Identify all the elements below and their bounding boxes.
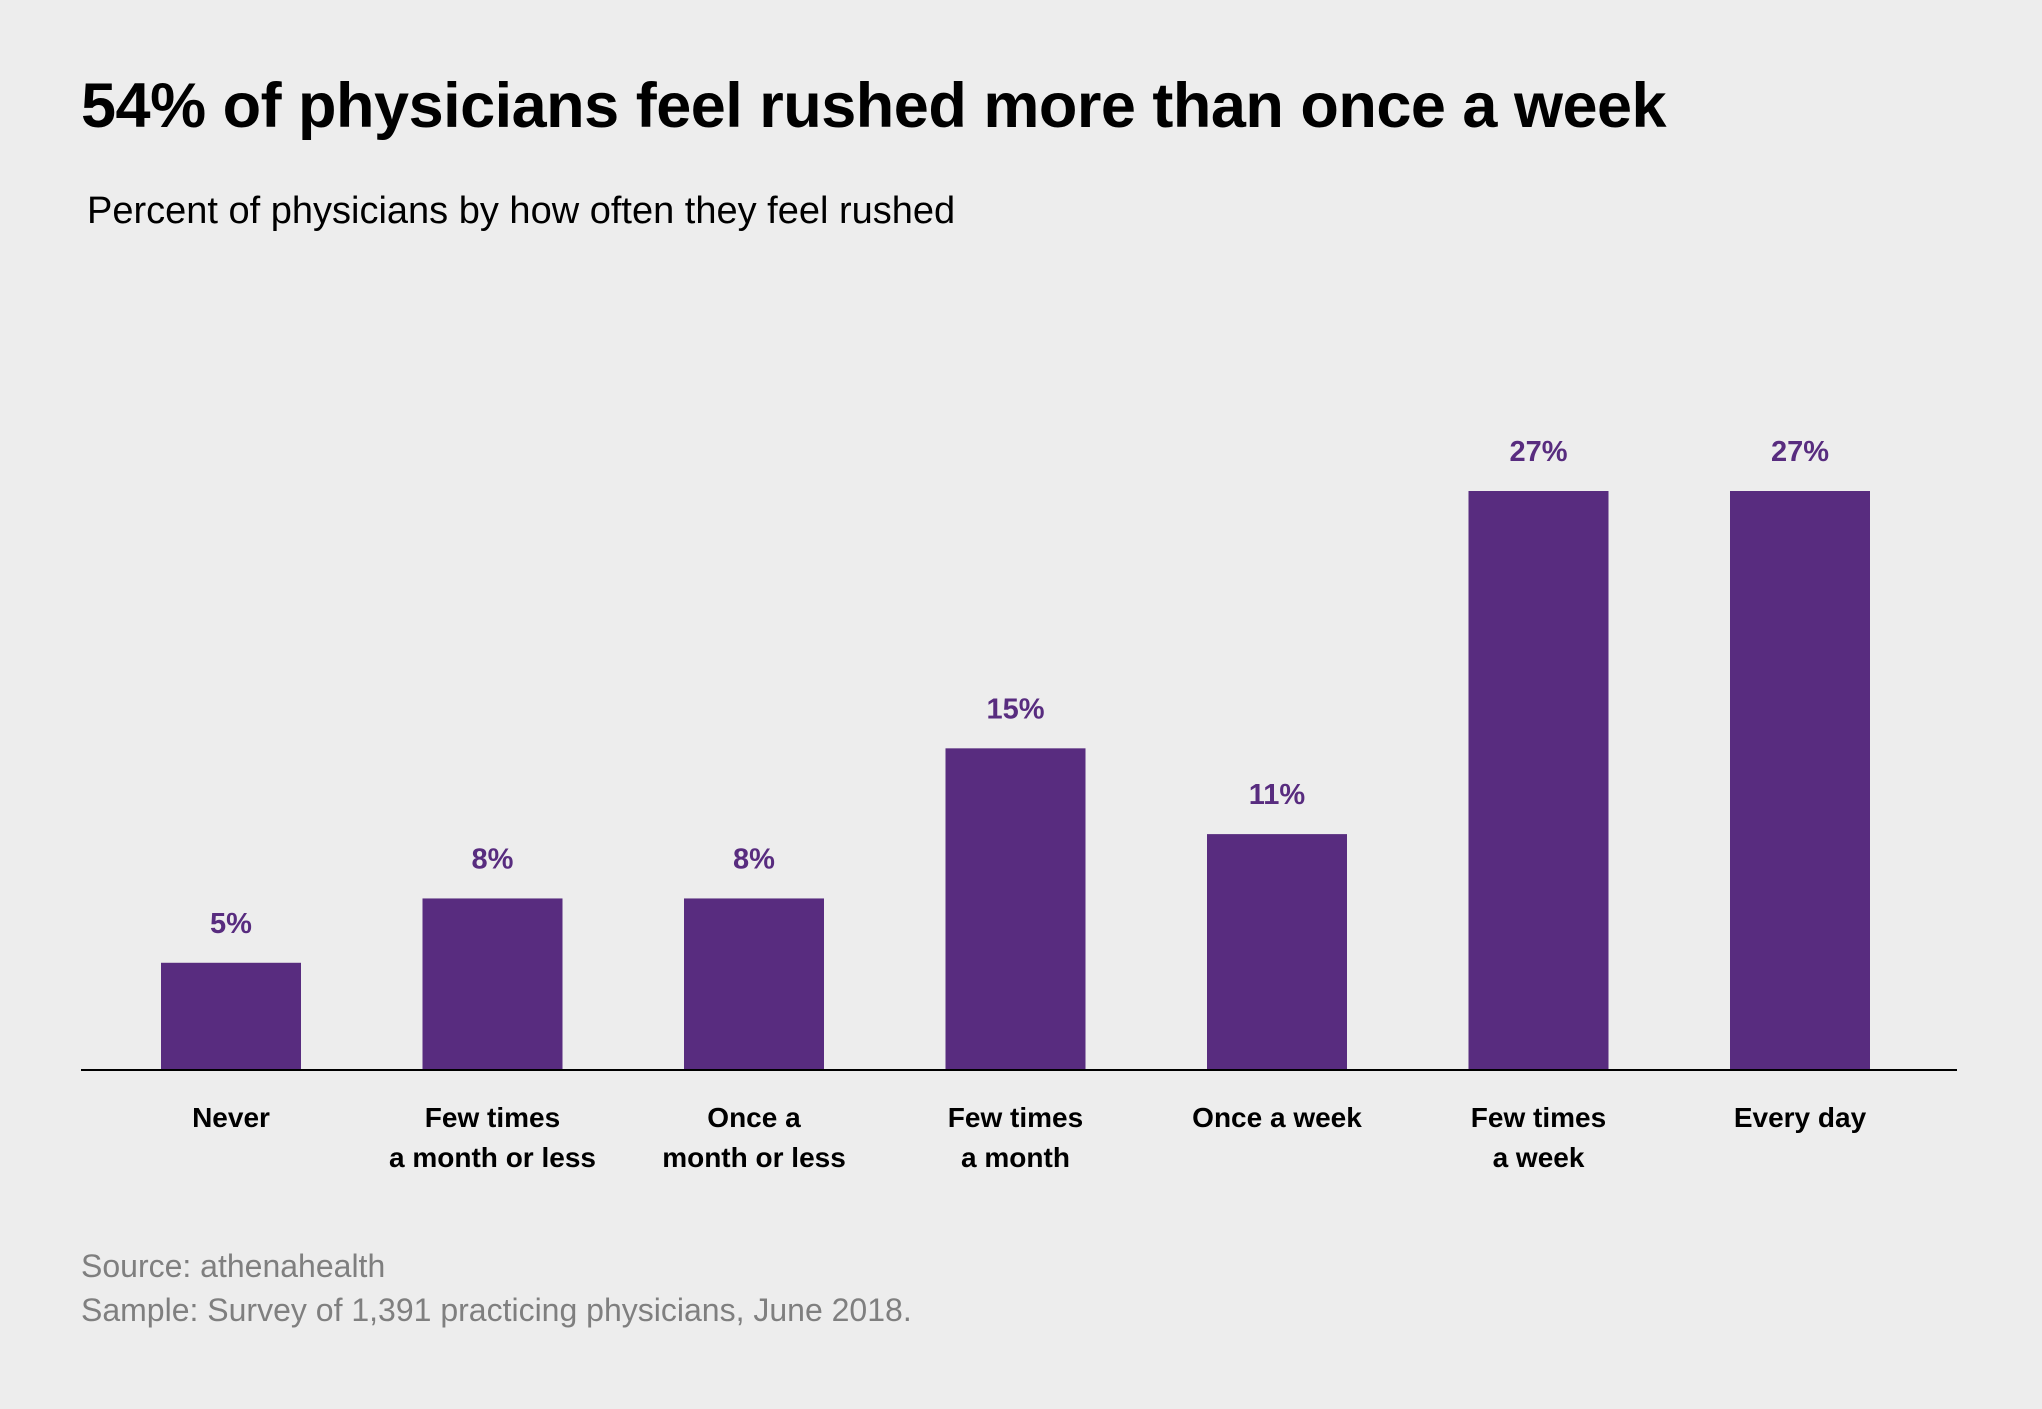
bar-few-times-a-week — [1468, 491, 1609, 1070]
category-label-few-times-a-week: Few times a week — [1471, 1102, 1606, 1173]
value-label-once-a-month-or-less: 8% — [733, 843, 775, 875]
value-label-once-a-week: 11% — [1249, 779, 1306, 811]
bars-group — [161, 491, 1870, 1070]
chart-title: 54% of physicians feel rushed more than … — [81, 71, 1667, 141]
category-label-never: Never — [192, 1102, 270, 1133]
value-label-few-times-a-month: 15% — [986, 693, 1044, 725]
bar-once-a-month-or-less — [684, 898, 824, 1070]
bar-few-times-a-month-or-less — [422, 898, 563, 1070]
value-label-every-day: 27% — [1771, 436, 1829, 468]
value-label-few-times-a-week: 27% — [1509, 436, 1567, 468]
category-label-few-times-a-month: Few times a month — [948, 1102, 1083, 1173]
value-label-few-times-a-month-or-less: 8% — [472, 843, 514, 875]
category-labels-group: Never Few times a month or less Once a month… — [192, 1102, 1867, 1173]
bar-every-day — [1730, 491, 1870, 1070]
category-label-few-times-a-month-or-less: Few times a month or less — [389, 1102, 596, 1173]
value-labels-group: 5% 8% 8% 15% 11% 27% 27% — [210, 436, 1829, 940]
value-label-never: 5% — [210, 908, 252, 940]
bar-once-a-week — [1207, 834, 1347, 1070]
category-label-once-a-month-or-less: Once a month or less — [662, 1102, 846, 1173]
category-label-every-day: Every day — [1734, 1102, 1867, 1133]
bar-few-times-a-month — [945, 748, 1086, 1070]
category-label-once-a-week: Once a week — [1192, 1102, 1362, 1133]
bar-never — [161, 962, 301, 1070]
sample-note: Sample: Survey of 1,391 practicing physi… — [81, 1292, 912, 1328]
chart-subtitle: Percent of physicians by how often they … — [87, 190, 956, 232]
source-note: Source: athenahealth — [81, 1248, 386, 1284]
